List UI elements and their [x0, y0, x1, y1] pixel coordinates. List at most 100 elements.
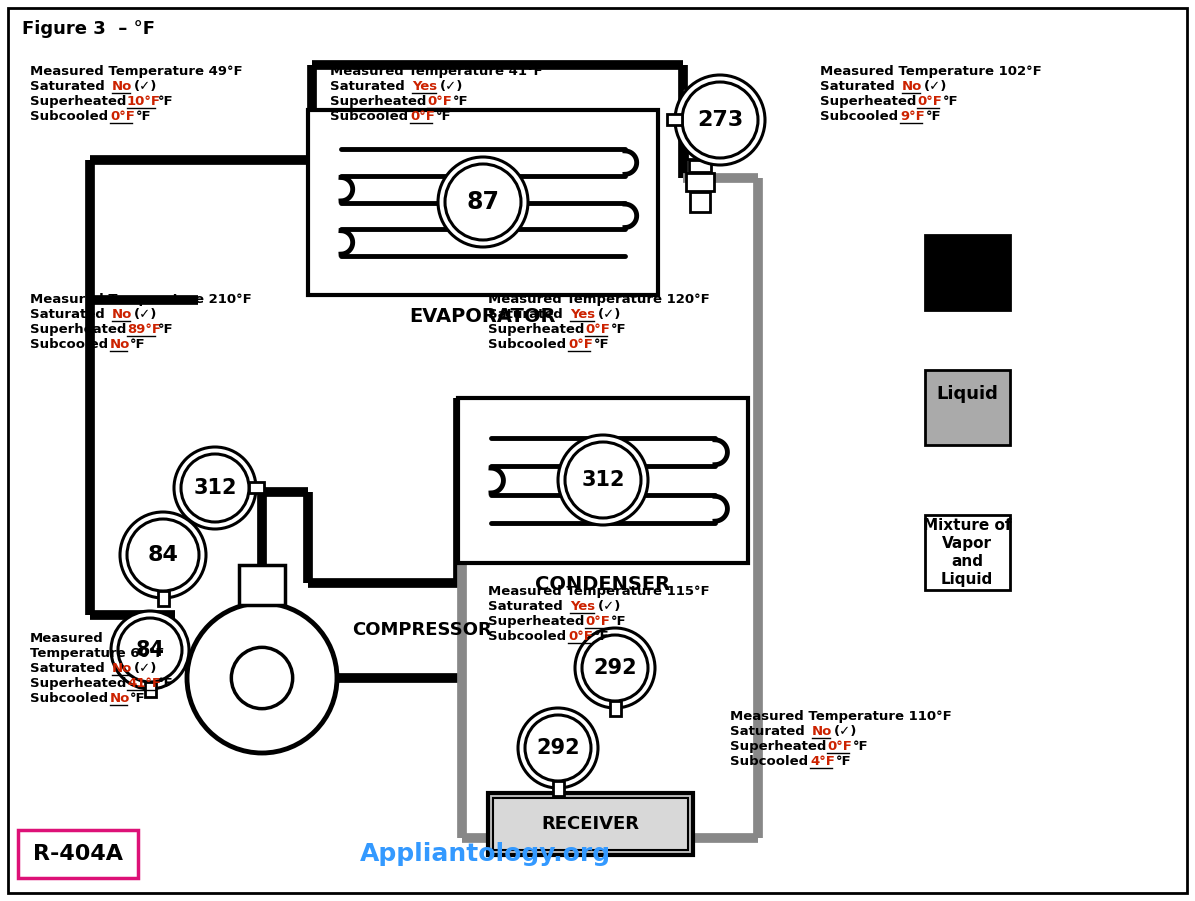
Text: °F: °F: [943, 95, 958, 108]
Text: No: No: [902, 80, 923, 93]
Text: 10°F: 10°F: [127, 95, 161, 108]
Text: and: and: [951, 554, 983, 569]
Bar: [686, 109, 713, 127]
Circle shape: [174, 447, 256, 529]
Text: °F: °F: [611, 615, 626, 628]
Text: 0°F: 0°F: [410, 110, 435, 123]
Text: Measured Temperature 49°F: Measured Temperature 49°F: [30, 65, 243, 78]
Text: Saturated: Saturated: [820, 80, 895, 93]
Bar: [925, 370, 1010, 445]
Text: Superheated: Superheated: [30, 95, 127, 108]
Circle shape: [439, 157, 528, 247]
Text: (✓): (✓): [134, 662, 158, 675]
Text: Saturated: Saturated: [730, 725, 804, 738]
Text: °F: °F: [594, 338, 609, 351]
Text: °F: °F: [135, 110, 151, 123]
Text: 0°F: 0°F: [586, 615, 609, 628]
Text: 0°F: 0°F: [827, 740, 852, 753]
Text: (✓): (✓): [134, 80, 158, 93]
Text: °F: °F: [158, 677, 173, 690]
Text: Saturated: Saturated: [30, 662, 105, 675]
Text: Saturated: Saturated: [30, 80, 105, 93]
Circle shape: [232, 647, 293, 709]
Text: Superheated: Superheated: [488, 615, 584, 628]
Bar: [458, 398, 748, 563]
Text: 41°F: 41°F: [127, 677, 161, 690]
Circle shape: [180, 454, 249, 522]
Text: 84: 84: [147, 545, 178, 565]
Text: 0°F: 0°F: [110, 110, 135, 123]
Text: No: No: [110, 338, 130, 351]
Text: (✓): (✓): [598, 600, 621, 613]
Text: Measured Temperature 110°F: Measured Temperature 110°F: [730, 710, 951, 723]
Circle shape: [682, 82, 758, 158]
Circle shape: [120, 512, 206, 598]
Text: Superheated: Superheated: [330, 95, 427, 108]
Text: Appliantology.org: Appliantology.org: [360, 842, 611, 866]
Bar: [687, 145, 713, 159]
Circle shape: [582, 635, 648, 701]
Text: °F: °F: [925, 110, 942, 123]
Text: 312: 312: [194, 478, 237, 498]
Bar: [308, 110, 658, 295]
Text: 0°F: 0°F: [427, 95, 452, 108]
Text: Measured Temperature 41°F: Measured Temperature 41°F: [330, 65, 543, 78]
Text: Subcooled: Subcooled: [330, 110, 409, 123]
Text: 0°F: 0°F: [917, 95, 942, 108]
Circle shape: [517, 708, 598, 788]
Bar: [488, 793, 693, 855]
Text: Vapor: Vapor: [938, 250, 997, 268]
Circle shape: [127, 519, 200, 591]
Text: Saturated: Saturated: [30, 308, 105, 321]
Text: Liquid: Liquid: [940, 572, 993, 587]
Text: No: No: [110, 692, 130, 705]
Text: Subcooled: Subcooled: [488, 338, 566, 351]
Text: Vapor: Vapor: [942, 536, 992, 551]
Text: Measured Temperature 120°F: Measured Temperature 120°F: [488, 293, 710, 306]
Circle shape: [575, 628, 655, 708]
Text: Superheated: Superheated: [30, 323, 127, 336]
Text: 84: 84: [135, 640, 165, 660]
Text: No: No: [112, 308, 133, 321]
Text: °F: °F: [435, 110, 452, 123]
Bar: [682, 88, 718, 108]
Text: °F: °F: [158, 323, 173, 336]
Bar: [158, 591, 168, 606]
Text: 89°F: 89°F: [127, 323, 161, 336]
Text: Measured Temperature 210°F: Measured Temperature 210°F: [30, 293, 252, 306]
Text: Measured Temperature 102°F: Measured Temperature 102°F: [820, 65, 1042, 78]
Bar: [249, 482, 264, 493]
Text: Saturated: Saturated: [488, 308, 563, 321]
Text: Mixture of: Mixture of: [923, 518, 1011, 533]
Text: 312: 312: [581, 470, 625, 490]
Text: °F: °F: [835, 755, 851, 768]
Text: No: No: [112, 80, 133, 93]
Text: Subcooled: Subcooled: [730, 755, 808, 768]
Text: (✓): (✓): [834, 725, 857, 738]
Text: Subcooled: Subcooled: [30, 338, 108, 351]
Bar: [690, 160, 711, 172]
Text: 0°F: 0°F: [586, 323, 609, 336]
Text: Figure 3  – °F: Figure 3 – °F: [22, 20, 155, 38]
Text: (✓): (✓): [440, 80, 464, 93]
Bar: [686, 173, 713, 191]
Bar: [925, 235, 1010, 310]
Text: RECEIVER: RECEIVER: [541, 815, 639, 833]
Circle shape: [565, 442, 641, 518]
Text: No: No: [112, 662, 133, 675]
Text: °F: °F: [130, 338, 146, 351]
Bar: [553, 781, 564, 796]
Bar: [145, 682, 157, 697]
Text: 0°F: 0°F: [568, 630, 593, 643]
Text: EVAPORATOR: EVAPORATOR: [410, 307, 556, 326]
Text: 87: 87: [466, 190, 500, 214]
Circle shape: [186, 603, 337, 753]
Text: (✓): (✓): [134, 308, 158, 321]
Text: 0°F: 0°F: [568, 338, 593, 351]
Text: Yes: Yes: [570, 308, 595, 321]
Text: R-404A: R-404A: [33, 844, 123, 864]
Text: (✓): (✓): [924, 80, 948, 93]
Text: Measured Temperature 115°F: Measured Temperature 115°F: [488, 585, 710, 598]
Circle shape: [445, 164, 521, 240]
Circle shape: [118, 618, 182, 682]
